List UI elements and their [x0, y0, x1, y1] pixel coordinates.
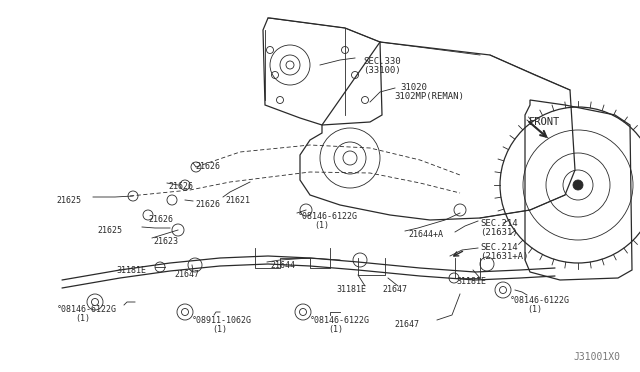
Circle shape — [87, 294, 103, 310]
Circle shape — [188, 258, 202, 272]
Circle shape — [155, 262, 165, 272]
Text: (1): (1) — [212, 325, 227, 334]
Text: SEC.214: SEC.214 — [480, 219, 518, 228]
Text: 21625: 21625 — [56, 196, 81, 205]
Text: 21626: 21626 — [195, 162, 220, 171]
Text: 31181E: 31181E — [336, 285, 366, 294]
Text: 31181E: 31181E — [456, 277, 486, 286]
Circle shape — [454, 204, 466, 216]
Circle shape — [449, 273, 459, 283]
Text: (1): (1) — [328, 325, 343, 334]
Text: 21621: 21621 — [225, 196, 250, 205]
Text: 21626: 21626 — [195, 200, 220, 209]
Text: 21626: 21626 — [168, 182, 193, 191]
Text: SEC.330: SEC.330 — [363, 57, 401, 66]
Text: (21631+A): (21631+A) — [480, 252, 529, 261]
Text: 21647: 21647 — [394, 320, 419, 329]
Text: 21644: 21644 — [270, 261, 295, 270]
Text: °08911-1062G: °08911-1062G — [192, 316, 252, 325]
Text: 31020: 31020 — [400, 83, 427, 92]
Text: (33100): (33100) — [363, 66, 401, 75]
Text: (1): (1) — [314, 221, 329, 230]
Text: 3102MP(REMAN): 3102MP(REMAN) — [394, 92, 464, 101]
Text: 21647: 21647 — [382, 285, 407, 294]
Text: 21625: 21625 — [97, 226, 122, 235]
Circle shape — [300, 204, 312, 216]
Text: 21626: 21626 — [148, 215, 173, 224]
Circle shape — [180, 180, 190, 190]
Circle shape — [191, 162, 201, 172]
Text: 31181E: 31181E — [116, 266, 146, 275]
Text: J31001X0: J31001X0 — [573, 352, 620, 362]
Circle shape — [172, 224, 184, 236]
Text: 21644+A: 21644+A — [408, 230, 443, 239]
Text: °08146-6122G: °08146-6122G — [298, 212, 358, 221]
Circle shape — [573, 180, 583, 190]
Circle shape — [128, 191, 138, 201]
Text: (1): (1) — [75, 314, 90, 323]
Circle shape — [295, 304, 311, 320]
Circle shape — [177, 304, 193, 320]
Circle shape — [495, 282, 511, 298]
Circle shape — [480, 257, 494, 271]
Text: 21623: 21623 — [153, 237, 178, 246]
Text: (21631): (21631) — [480, 228, 518, 237]
Text: °08146-6122G: °08146-6122G — [510, 296, 570, 305]
Text: 21647: 21647 — [174, 270, 199, 279]
Text: °08146-6122G: °08146-6122G — [310, 316, 370, 325]
Circle shape — [353, 253, 367, 267]
Text: °08146-6122G: °08146-6122G — [57, 305, 117, 314]
Text: (1): (1) — [527, 305, 542, 314]
Text: FRONT: FRONT — [529, 117, 560, 127]
Circle shape — [167, 195, 177, 205]
Circle shape — [143, 210, 153, 220]
Text: SEC.214: SEC.214 — [480, 243, 518, 252]
